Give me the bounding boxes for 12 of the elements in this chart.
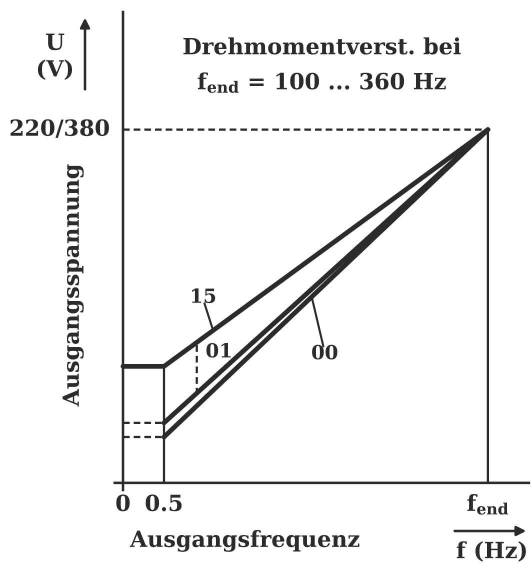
series-label: 15 xyxy=(192,288,216,304)
annotation: 220/380 xyxy=(10,119,109,138)
y-axis-title: Ausgangsspannung xyxy=(62,164,84,407)
legend-label: 01 xyxy=(206,342,231,358)
x-tick-label: 0.5 xyxy=(146,494,182,512)
x-axis-title: Ausgangsfrequenz xyxy=(130,530,360,552)
x-tick-label: f$_{end}$ xyxy=(467,494,508,515)
text: U (V) xyxy=(38,34,72,80)
text: f (Hz) xyxy=(456,541,526,562)
x-tick-label: 0 xyxy=(116,494,130,512)
chart-title: Drehmomentverst. bei f$_{end}$ = 100 ... 360 Hz xyxy=(183,37,461,93)
series-label: 00 xyxy=(312,344,338,360)
